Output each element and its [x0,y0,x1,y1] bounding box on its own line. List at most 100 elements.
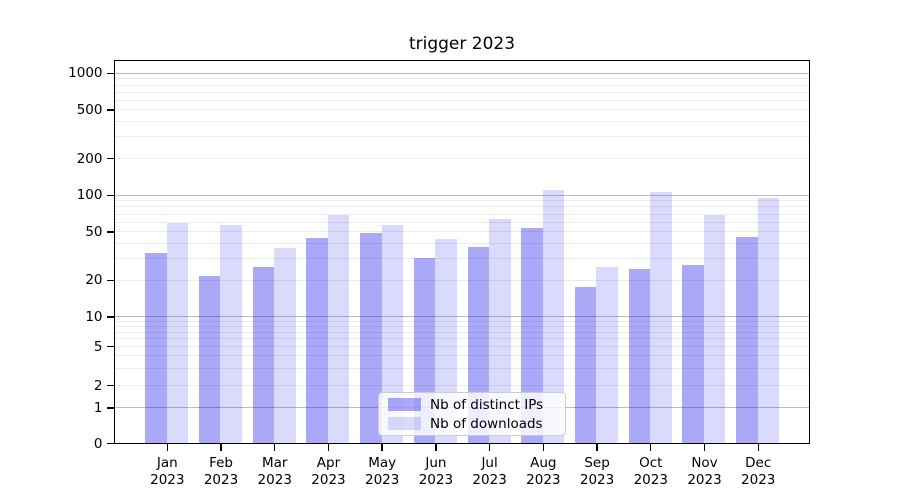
y-tick-mark [106,109,114,111]
x-tick-mark [542,443,545,451]
x-tick-mark [220,443,222,451]
y-tick-label: 5 [93,338,103,355]
gridline-major [114,316,809,318]
y-tick-label: 1000 [68,65,103,82]
legend-swatch-ips [388,398,421,411]
gridline-minor [114,213,809,215]
bar-ips-jan-2023 [145,252,167,443]
x-tick-mark [435,443,437,451]
y-tick-label: 2 [93,377,103,394]
gridline-minor [114,84,809,86]
bar-ips-dec-2023 [736,236,758,443]
x-tick-mark [327,443,330,451]
x-tick-mark [650,443,652,451]
gridline-major [114,72,809,74]
gridline-minor [114,157,809,159]
y-tick-mark [106,442,114,445]
gridline-minor [114,136,809,138]
x-tick-mark [488,443,491,451]
gridline-minor [114,99,809,101]
gridline-major [114,194,809,196]
gridline-minor [114,384,809,386]
y-tick-mark [106,407,114,409]
y-tick-label: 10 [85,309,103,325]
legend-item: Nb of distinct IPs [388,397,556,413]
y-tick-mark [106,345,114,348]
bar-downloads-apr-2023 [327,214,350,443]
x-tick-label: Feb 2023 [203,454,239,488]
x-tick-mark [703,443,706,451]
x-tick-label: Jan 2023 [150,454,185,488]
legend-label: Nb of distinct IPs [430,396,544,413]
chart-title: trigger 2023 [408,34,516,54]
x-tick-mark [596,443,598,451]
bar-ips-may-2023 [360,232,382,443]
bar-ips-apr-2023 [306,238,328,443]
bar-ips-feb-2023 [198,275,221,443]
y-tick-label: 500 [76,102,103,119]
gridline-minor [114,91,809,93]
bar-downloads-jul-2023 [489,218,511,443]
bar-downloads-nov-2023 [703,214,726,443]
gridline-minor [114,231,809,233]
x-tick-mark [381,443,383,451]
y-tick-label: 100 [76,187,103,204]
gridline-minor [114,200,809,202]
bar-ips-nov-2023 [682,265,704,443]
x-tick-mark [757,443,759,451]
gridline-minor [114,325,809,327]
bar-downloads-oct-2023 [650,191,672,443]
x-tick-mark [274,443,276,451]
bar-downloads-aug-2023 [542,189,565,443]
gridline-minor [114,279,809,281]
bar-ips-sep-2023 [574,286,597,443]
gridline-minor [114,109,809,111]
x-tick-label: Mar 2023 [257,454,292,488]
bar-downloads-jan-2023 [166,222,189,443]
y-tick-mark [106,279,114,282]
bar-downloads-feb-2023 [220,224,242,443]
legend-label: Nb of downloads [430,415,543,432]
bar-downloads-mar-2023 [274,248,296,443]
y-tick-mark [106,72,114,74]
y-tick-mark [106,194,114,196]
bar-downloads-jun-2023 [435,239,457,443]
gridline-minor [114,243,809,245]
x-tick-label: Nov 2023 [687,454,722,488]
x-tick-label: Aug 2023 [526,454,561,488]
gridline-minor [114,338,809,340]
gridline-minor [114,221,809,223]
gridline-minor [114,367,809,369]
x-tick-label: May 2023 [364,454,400,488]
y-tick-mark [106,384,114,387]
legend: Nb of distinct IPs Nb of downloads [378,392,566,436]
bar-downloads-may-2023 [381,224,404,443]
bar-ips-oct-2023 [628,269,651,443]
y-tick-mark [106,157,114,160]
x-tick-label: Oct 2023 [633,454,668,488]
y-tick-mark [106,231,114,233]
y-tick-label: 200 [76,150,103,167]
x-tick-label: Dec 2023 [741,454,776,488]
y-tick-mark [106,316,114,318]
bar-ips-mar-2023 [252,267,275,443]
y-tick-label: 1 [93,400,103,416]
x-tick-mark [166,443,168,451]
bar-downloads-sep-2023 [596,267,618,443]
x-tick-label: Apr 2023 [311,454,346,488]
legend-item: Nb of downloads [388,416,556,432]
gridline-minor [114,78,809,80]
x-tick-label: Sep 2023 [579,454,615,488]
x-tick-label: Jun 2023 [418,454,454,488]
gridline-minor [114,320,809,322]
y-tick-label: 50 [85,223,103,240]
gridline-minor [114,121,809,123]
bar-downloads-dec-2023 [757,197,780,443]
y-tick-label: 20 [85,272,103,289]
gridline-minor [114,345,809,347]
legend-swatch-downloads [388,417,421,430]
x-tick-label: Jul 2023 [472,454,507,488]
gridline-minor [114,331,809,333]
gridline-minor [114,258,809,260]
